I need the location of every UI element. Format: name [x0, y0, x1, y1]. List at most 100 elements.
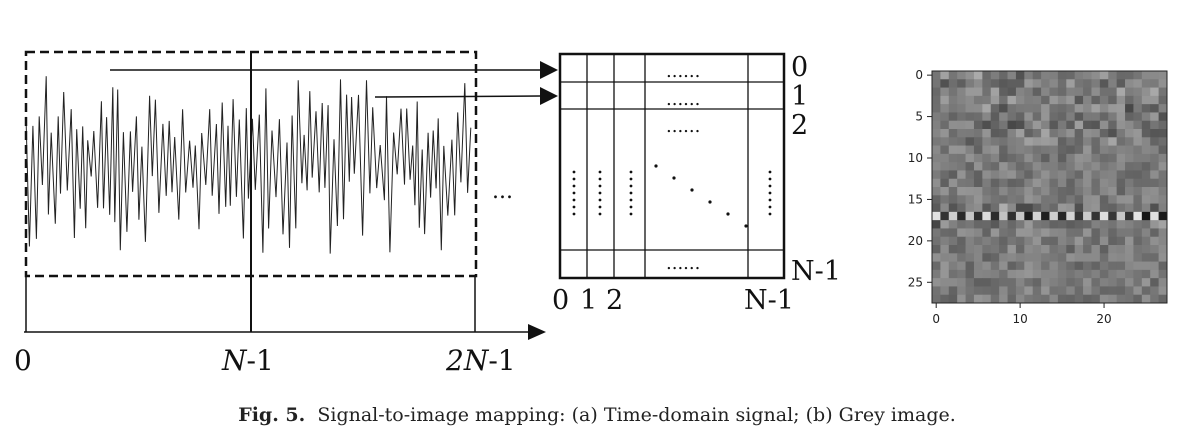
grey-pixel — [1133, 253, 1143, 262]
grey-pixel — [1015, 236, 1025, 246]
grey-pixel — [1041, 269, 1050, 279]
grey-pixel — [965, 145, 975, 155]
grey-pixel — [1032, 195, 1042, 204]
matrix-vdot — [598, 205, 602, 209]
grey-pixel — [1158, 228, 1168, 238]
grey-pixel — [1125, 178, 1134, 188]
grey-pixel — [1015, 294, 1025, 304]
grey-pixel — [999, 211, 1008, 221]
grey-pixel — [973, 129, 983, 138]
grey-pixel — [1024, 253, 1034, 262]
grey-pixel — [1049, 153, 1059, 163]
grey-pixel — [1024, 95, 1034, 105]
grey-pixel — [973, 87, 983, 97]
grey-pixel — [1091, 95, 1101, 105]
grey-pixel — [940, 112, 950, 122]
grey-pixel — [948, 79, 958, 88]
matrix-dots-row-2: ...... — [666, 116, 700, 137]
grey-pixel — [1057, 79, 1067, 88]
matrix-vdot — [629, 170, 633, 174]
grey-pixel — [965, 211, 975, 221]
grey-pixel — [1158, 236, 1168, 246]
grey-pixel — [1099, 294, 1109, 304]
grey-pixel — [1108, 170, 1118, 180]
grey-pixel — [1007, 71, 1017, 80]
grey-pixel — [1007, 228, 1017, 238]
grey-pixel — [1066, 162, 1076, 171]
grey-pixel — [1083, 145, 1092, 155]
grey-pixel — [1015, 261, 1025, 271]
grey-pixel — [1015, 87, 1025, 97]
grey-pixel — [1074, 211, 1084, 221]
y-tick-label: 0 — [915, 68, 923, 82]
grey-pixel — [1099, 129, 1109, 138]
grey-pixel — [940, 79, 950, 88]
grey-pixel — [990, 203, 1000, 213]
grey-pixel — [1141, 253, 1151, 262]
grey-pixel — [1150, 178, 1159, 188]
grey-pixel — [957, 269, 966, 279]
grey-pixel — [1133, 104, 1143, 113]
grey-pixel — [1074, 79, 1084, 88]
grey-pixel — [990, 87, 1000, 97]
grey-pixel — [1150, 187, 1159, 196]
grey-pixel — [1049, 203, 1059, 213]
grey-pixel — [1125, 253, 1134, 262]
grey-pixel — [1049, 253, 1059, 262]
grey-pixel — [1158, 286, 1168, 296]
grey-pixel — [1049, 112, 1059, 122]
grey-pixel — [1032, 211, 1042, 221]
grey-pixel — [1150, 278, 1159, 287]
grey-pixel — [1083, 220, 1092, 229]
grey-pixel — [1083, 129, 1092, 138]
grey-pixel — [1032, 286, 1042, 296]
grey-pixel — [932, 153, 941, 163]
grey-pixel — [1066, 129, 1076, 138]
matrix-border — [558, 52, 786, 280]
grey-pixel — [1032, 87, 1042, 97]
grey-pixel — [1066, 269, 1076, 279]
grey-pixel — [982, 278, 992, 287]
grey-pixel — [1116, 211, 1126, 221]
grey-pixel — [965, 112, 975, 122]
grey-pixel — [1150, 137, 1159, 146]
grey-pixel — [1066, 104, 1076, 113]
grey-pixel — [932, 112, 941, 122]
grey-pixel — [957, 195, 966, 204]
grey-pixel — [1150, 79, 1159, 88]
grey-pixel — [1141, 211, 1151, 221]
matrix-col-label-2: 2 — [606, 285, 623, 316]
grey-pixel — [1133, 269, 1143, 279]
grey-pixel — [940, 278, 950, 287]
grey-pixel — [957, 245, 966, 254]
grey-pixel — [1125, 245, 1134, 254]
matrix-diagonal-dot — [672, 176, 676, 180]
grey-pixel — [1057, 269, 1067, 279]
grey-pixel — [1007, 162, 1017, 171]
grey-pixel — [1158, 278, 1168, 287]
grey-pixel — [1099, 195, 1109, 204]
grey-pixel — [999, 253, 1008, 262]
grey-pixel — [1074, 187, 1084, 196]
grey-pixel — [973, 187, 983, 196]
grey-pixel — [1083, 195, 1092, 204]
grey-pixel — [990, 220, 1000, 229]
grey-pixel — [1125, 294, 1134, 304]
grey-pixel — [932, 71, 941, 80]
grey-pixel — [1083, 253, 1092, 262]
grey-pixel — [999, 286, 1008, 296]
grey-pixel — [1108, 71, 1118, 80]
grey-pixel — [957, 71, 966, 80]
grey-pixel — [990, 245, 1000, 254]
grey-pixel — [1015, 162, 1025, 171]
grey-pixel — [1133, 245, 1143, 254]
grey-pixel — [1141, 87, 1151, 97]
grey-pixel — [990, 79, 1000, 88]
grey-pixel — [1125, 187, 1134, 196]
grey-pixel — [965, 203, 975, 213]
grey-pixel — [1158, 211, 1168, 221]
grey-pixel — [982, 187, 992, 196]
grey-pixel — [1066, 228, 1076, 238]
grey-pixel — [973, 286, 983, 296]
grey-pixel — [1007, 278, 1017, 287]
